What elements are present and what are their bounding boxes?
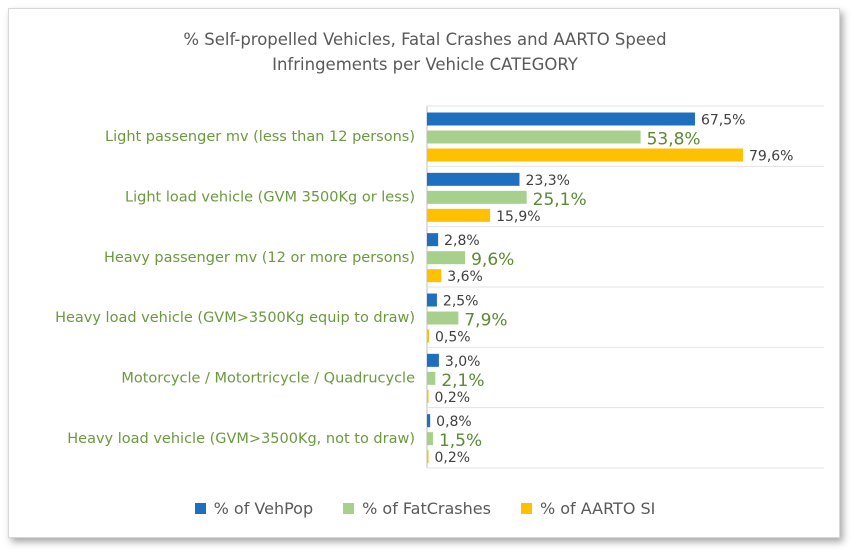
bar-of-vehpop-light-load-vehicle-gvm-3500kg-or-less <box>427 172 520 186</box>
data-label-of-aarto-si-heavy-load-vehicle-gvm-3500kg-not-to-draw: 0,2% <box>435 450 471 466</box>
category-label-light-load-vehicle-gvm-3500kg-or-less: Light load vehicle (GVM 3500Kg or less) <box>125 190 415 206</box>
category-label-heavy-passenger-mv-12-or-more-persons: Heavy passenger mv (12 or more persons) <box>104 250 415 266</box>
legend-item-vehpop: % of VehPop <box>194 499 314 518</box>
legend-label-aarto: % of AARTO SI <box>539 499 656 518</box>
data-label-of-vehpop-light-load-vehicle-gvm-3500kg-or-less: 23,3% <box>526 173 570 189</box>
legend-label-vehpop: % of VehPop <box>213 499 314 518</box>
chart-title-line-1: % Self-propelled Vehicles, Fatal Crashes… <box>183 30 667 49</box>
chart-legend: % of VehPop % of FatCrashes % of AARTO S… <box>9 499 841 518</box>
category-label-heavy-load-vehicle-gvm-3500kg-not-to-draw: Heavy load vehicle (GVM>3500Kg, not to d… <box>67 431 415 447</box>
bar-of-aarto-si-heavy-passenger-mv-12-or-more-persons <box>427 269 442 283</box>
data-label-of-fatcrashes-motorcycle-motortricycle-quadrucycle: 2,1% <box>441 371 484 391</box>
bar-of-vehpop-motorcycle-motortricycle-quadrucycle <box>427 353 439 367</box>
bar-chart-plot: Light passenger mv (less than 12 persons… <box>55 105 824 469</box>
bar-of-fatcrashes-heavy-load-vehicle-gvm-3500kg-equip-to-draw <box>427 311 459 325</box>
bar-of-vehpop-heavy-passenger-mv-12-or-more-persons <box>427 233 439 247</box>
bar-of-vehpop-light-passenger-mv-less-than-12-persons <box>427 112 695 126</box>
data-label-of-aarto-si-heavy-load-vehicle-gvm-3500kg-equip-to-draw: 0,5% <box>435 330 471 346</box>
data-label-of-fatcrashes-light-passenger-mv-less-than-12-persons: 53,8% <box>647 130 701 150</box>
data-label-of-aarto-si-light-load-vehicle-gvm-3500kg-or-less: 15,9% <box>496 209 540 225</box>
data-label-of-aarto-si-motorcycle-motortricycle-quadrucycle: 0,2% <box>435 390 471 406</box>
legend-label-fatcrashes: % of FatCrashes <box>362 499 491 518</box>
legend-item-fatcrashes: % of FatCrashes <box>343 499 491 518</box>
data-label-of-vehpop-light-passenger-mv-less-than-12-persons: 67,5% <box>701 113 745 129</box>
bar-of-aarto-si-motorcycle-motortricycle-quadrucycle <box>427 389 429 403</box>
bar-of-vehpop-heavy-load-vehicle-gvm-3500kg-equip-to-draw <box>427 293 437 307</box>
data-label-of-vehpop-heavy-load-vehicle-gvm-3500kg-not-to-draw: 0,8% <box>436 414 472 430</box>
bar-of-fatcrashes-light-load-vehicle-gvm-3500kg-or-less <box>427 190 527 204</box>
legend-swatch-vehpop <box>194 503 206 514</box>
bar-of-fatcrashes-light-passenger-mv-less-than-12-persons <box>427 130 641 144</box>
data-label-of-vehpop-heavy-load-vehicle-gvm-3500kg-equip-to-draw: 2,5% <box>443 294 479 310</box>
data-label-of-fatcrashes-heavy-passenger-mv-12-or-more-persons: 9,6% <box>471 250 514 270</box>
category-label-heavy-load-vehicle-gvm-3500kg-equip-to-draw: Heavy load vehicle (GVM>3500Kg equip to … <box>55 310 415 326</box>
bar-of-aarto-si-heavy-load-vehicle-gvm-3500kg-equip-to-draw <box>427 329 429 343</box>
legend-swatch-fatcrashes <box>343 503 355 514</box>
data-label-of-fatcrashes-heavy-load-vehicle-gvm-3500kg-equip-to-draw: 7,9% <box>464 311 507 331</box>
chart-card: % Self-propelled Vehicles, Fatal Crashes… <box>8 8 840 538</box>
bar-of-aarto-si-light-load-vehicle-gvm-3500kg-or-less <box>427 208 491 222</box>
chart-title-line-2: Infringements per Vehicle CATEGORY <box>272 55 578 74</box>
bar-of-aarto-si-light-passenger-mv-less-than-12-persons <box>427 148 744 162</box>
data-label-of-aarto-si-heavy-passenger-mv-12-or-more-persons: 3,6% <box>447 269 483 285</box>
bar-of-fatcrashes-heavy-load-vehicle-gvm-3500kg-not-to-draw <box>427 432 433 446</box>
data-label-of-fatcrashes-heavy-load-vehicle-gvm-3500kg-not-to-draw: 1,5% <box>439 431 482 451</box>
legend-item-aarto: % of AARTO SI <box>520 499 656 518</box>
bar-of-vehpop-heavy-load-vehicle-gvm-3500kg-not-to-draw <box>427 414 431 428</box>
legend-swatch-aarto <box>520 503 532 514</box>
bar-of-fatcrashes-heavy-passenger-mv-12-or-more-persons <box>427 251 466 265</box>
category-label-motorcycle-motortricycle-quadrucycle: Motorcycle / Motortricycle / Quadrucycle <box>121 371 415 387</box>
chart-title: % Self-propelled Vehicles, Fatal Crashes… <box>9 27 841 77</box>
data-label-of-vehpop-motorcycle-motortricycle-quadrucycle: 3,0% <box>445 354 481 370</box>
data-label-of-fatcrashes-light-load-vehicle-gvm-3500kg-or-less: 25,1% <box>533 190 587 210</box>
data-label-of-aarto-si-light-passenger-mv-less-than-12-persons: 79,6% <box>749 149 793 165</box>
category-label-light-passenger-mv-less-than-12-persons: Light passenger mv (less than 12 persons… <box>105 129 415 145</box>
bar-of-fatcrashes-motorcycle-motortricycle-quadrucycle <box>427 371 436 385</box>
data-label-of-vehpop-heavy-passenger-mv-12-or-more-persons: 2,8% <box>444 233 480 249</box>
bar-of-aarto-si-heavy-load-vehicle-gvm-3500kg-not-to-draw <box>427 450 429 464</box>
